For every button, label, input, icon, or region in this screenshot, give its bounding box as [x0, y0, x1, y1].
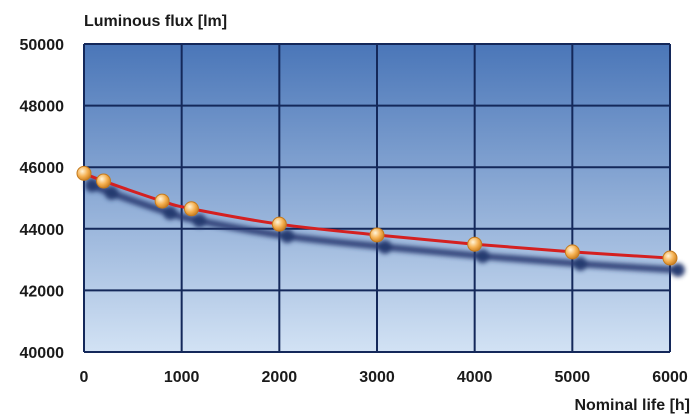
- data-series: [76, 165, 678, 266]
- y-tick-label: 40000: [20, 345, 65, 362]
- y-tick-label: 48000: [20, 99, 65, 116]
- data-point: [271, 216, 287, 232]
- data-point: [564, 244, 580, 260]
- y-tick-label: 42000: [20, 283, 65, 300]
- x-tick-label: 0: [80, 369, 89, 386]
- shadow-line: [88, 181, 682, 274]
- shadow-marker: [573, 256, 588, 271]
- x-tick-label: 4000: [457, 369, 493, 386]
- shadow-marker: [378, 239, 392, 254]
- x-tick-label: 6000: [652, 369, 688, 386]
- shadow-marker: [671, 263, 685, 278]
- y-tick-label: 44000: [20, 222, 65, 239]
- data-point: [96, 173, 112, 189]
- curve-shadow: [85, 178, 685, 278]
- x-axis-label: Nominal life [h]: [574, 397, 690, 414]
- x-tick-label: 2000: [262, 369, 298, 386]
- x-tick-label: 3000: [359, 369, 395, 386]
- x-tick-label: 5000: [555, 369, 591, 386]
- shadow-marker: [280, 229, 295, 244]
- y-axis-label: Luminous flux [lm]: [84, 13, 227, 30]
- x-tick-label: 1000: [164, 369, 200, 386]
- y-tick-label: 46000: [20, 160, 65, 177]
- data-point: [76, 165, 92, 181]
- shadow-marker: [475, 249, 490, 264]
- tick-labels: 0 1000 2000 3000 4000 5000 6000 40000 42000 44000…: [20, 37, 688, 386]
- data-point: [183, 201, 199, 217]
- data-point: [467, 236, 483, 252]
- shadow-marker: [192, 213, 207, 228]
- series-line: [83, 171, 671, 260]
- data-point: [662, 250, 678, 266]
- shadow-marker: [104, 186, 119, 201]
- data-point: [154, 193, 170, 209]
- shadow-marker: [85, 178, 99, 193]
- shadow-marker: [163, 206, 178, 221]
- y-tick-label: 50000: [20, 37, 65, 54]
- data-point: [369, 227, 385, 243]
